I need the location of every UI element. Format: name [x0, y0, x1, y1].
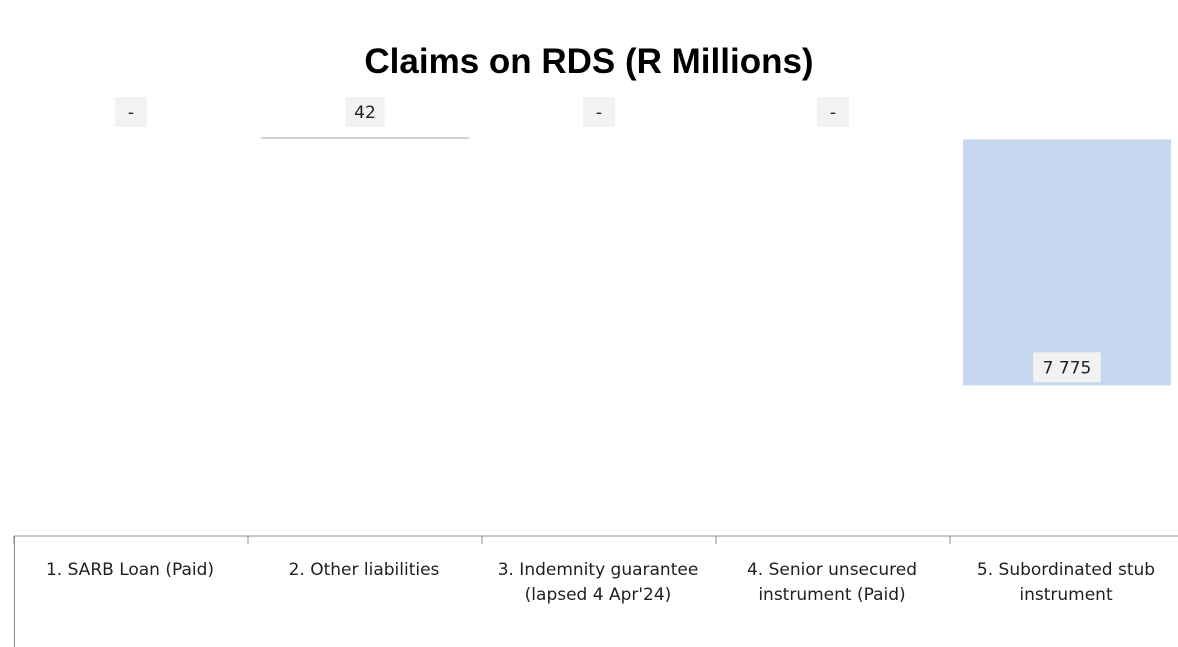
- data-label-box: [1033, 352, 1101, 383]
- data-label-box: [583, 97, 615, 127]
- data-label: -: [128, 103, 134, 123]
- data-label: 42: [354, 103, 376, 123]
- x-tick-label: 1. SARB Loan (Paid): [45, 560, 215, 580]
- data-label: -: [596, 103, 602, 123]
- bar: [963, 139, 1171, 386]
- x-tick-label: 4. Senior unsecured instrument (Paid): [746, 560, 918, 605]
- data-label-box: [115, 97, 147, 127]
- chart-title: Claims on RDS (R Millions): [364, 42, 814, 81]
- data-label-box: [817, 97, 849, 127]
- data-label-box: [345, 97, 385, 127]
- x-tick-label: 2. Other liabilities: [288, 560, 440, 580]
- data-label: -: [830, 103, 836, 123]
- x-tick-label: 3. Indemnity guarantee (lapsed 4 Apr'24): [497, 560, 699, 605]
- data-label: 7 775: [1043, 358, 1092, 378]
- x-tick-label: 5. Subordinated stub instrument: [976, 560, 1156, 605]
- left-edge-line: [14, 536, 15, 647]
